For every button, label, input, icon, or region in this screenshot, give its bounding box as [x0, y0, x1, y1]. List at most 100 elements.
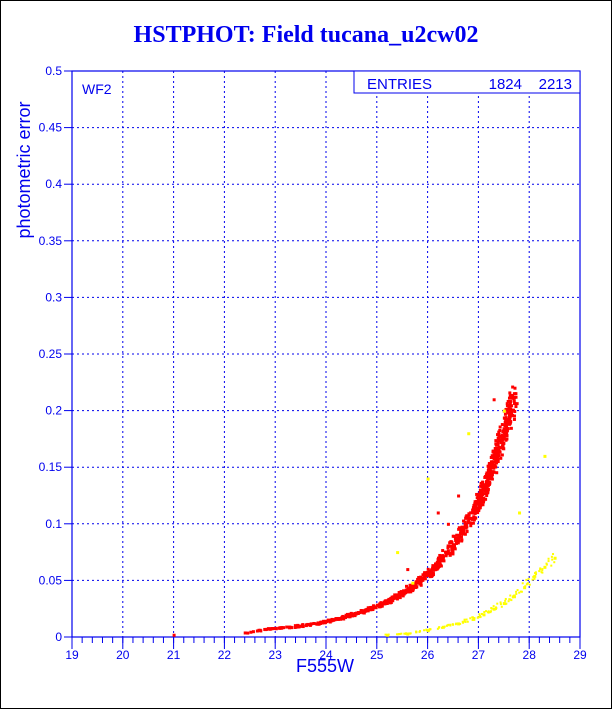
data-point-yellow [385, 633, 389, 637]
data-point-yellow [459, 622, 462, 625]
data-point-red [474, 508, 478, 512]
data-point-red [257, 628, 261, 632]
data-point-red [473, 516, 477, 520]
x-tick-label: 21 [167, 648, 181, 662]
data-point-yellow [436, 627, 439, 630]
data-point-red [461, 530, 465, 534]
y-tick-label: 0.1 [45, 517, 62, 531]
data-point-red [424, 572, 428, 576]
y-tick-label: 0.3 [45, 290, 62, 304]
data-point-red [441, 549, 445, 553]
data-point-yellow [479, 615, 482, 618]
data-point-red [433, 562, 437, 566]
data-point-yellow [547, 560, 550, 563]
data-point-red [347, 615, 351, 619]
data-point-yellow [528, 583, 531, 586]
x-tick-label: 28 [523, 648, 537, 662]
data-point-yellow [473, 617, 476, 620]
data-point-red [498, 450, 502, 454]
data-point-red [367, 607, 371, 611]
data-point-red [418, 578, 422, 582]
data-point-red [446, 546, 450, 550]
data-point-red [450, 545, 454, 549]
data-point-red [482, 500, 486, 504]
data-point-red [431, 571, 435, 575]
data-point-red [497, 445, 501, 449]
data-point-red [404, 590, 408, 594]
data-point-red [490, 454, 494, 458]
data-point-red [270, 627, 274, 631]
data-point-red [455, 533, 459, 537]
data-point-red [408, 583, 412, 587]
data-point-yellow [496, 602, 499, 605]
data-point-yellow [504, 603, 507, 606]
data-point-red [424, 574, 428, 578]
data-point-red [512, 392, 516, 396]
data-point-red [333, 618, 337, 622]
data-point-red [496, 450, 500, 454]
data-point-red [400, 592, 404, 596]
data-point-red [382, 600, 386, 604]
data-point-red [502, 441, 506, 445]
data-point-red [464, 516, 468, 520]
data-point-red [492, 398, 496, 402]
data-point-yellow [397, 633, 400, 636]
data-point-red [483, 492, 487, 496]
data-point-red [500, 453, 504, 457]
data-point-yellow [466, 620, 469, 623]
data-point-red [380, 602, 384, 606]
data-point-yellow [489, 611, 492, 614]
y-tick-label: 0 [55, 630, 62, 644]
data-point-red [500, 444, 504, 448]
data-point-yellow [478, 613, 481, 616]
data-point-red [360, 609, 364, 613]
data-point-yellow [487, 611, 490, 614]
data-point-red [465, 525, 469, 529]
data-point-red [508, 415, 512, 419]
data-point-red [425, 570, 429, 574]
data-point-red [295, 625, 299, 629]
data-point-red [509, 420, 513, 424]
data-point-red [308, 623, 312, 627]
y-tick-label: 0.35 [39, 234, 63, 248]
data-point-red [451, 534, 455, 538]
data-point-red [495, 446, 499, 450]
data-point-red [473, 511, 477, 515]
data-point-yellow [465, 618, 468, 621]
data-point-red [421, 578, 425, 582]
data-point-red [493, 455, 497, 459]
data-point-red [421, 573, 425, 577]
stats-entries-value: 1824 [489, 76, 522, 93]
data-point-red [282, 626, 286, 630]
data-point-yellow [523, 586, 527, 590]
data-point-red [426, 574, 430, 578]
data-point-red [477, 509, 481, 513]
data-point-red [457, 494, 461, 498]
data-point-red [423, 577, 427, 581]
data-point-red [495, 471, 499, 475]
data-point-red [459, 529, 463, 533]
data-point-yellow [483, 613, 486, 616]
data-point-red [460, 538, 464, 542]
data-point-yellow [449, 624, 452, 627]
data-point-red [494, 453, 498, 457]
data-point-red [446, 522, 450, 526]
data-point-red [447, 551, 451, 555]
data-point-red [437, 561, 441, 565]
stats-entries-label: ENTRIES [367, 76, 432, 93]
data-point-red [441, 557, 445, 561]
data-point-red [512, 414, 516, 418]
data-point-red [496, 443, 500, 447]
data-point-red [506, 400, 510, 404]
data-point-yellow [495, 607, 498, 610]
data-point-red [515, 402, 519, 406]
data-point-yellow [411, 581, 415, 585]
data-point-red [469, 524, 473, 528]
data-point-red [486, 487, 490, 491]
data-point-red [341, 615, 345, 619]
data-point-red [489, 475, 493, 479]
data-point-red [490, 473, 494, 477]
data-point-yellow [467, 432, 471, 436]
data-point-yellow [533, 577, 536, 580]
data-point-red [458, 535, 462, 539]
